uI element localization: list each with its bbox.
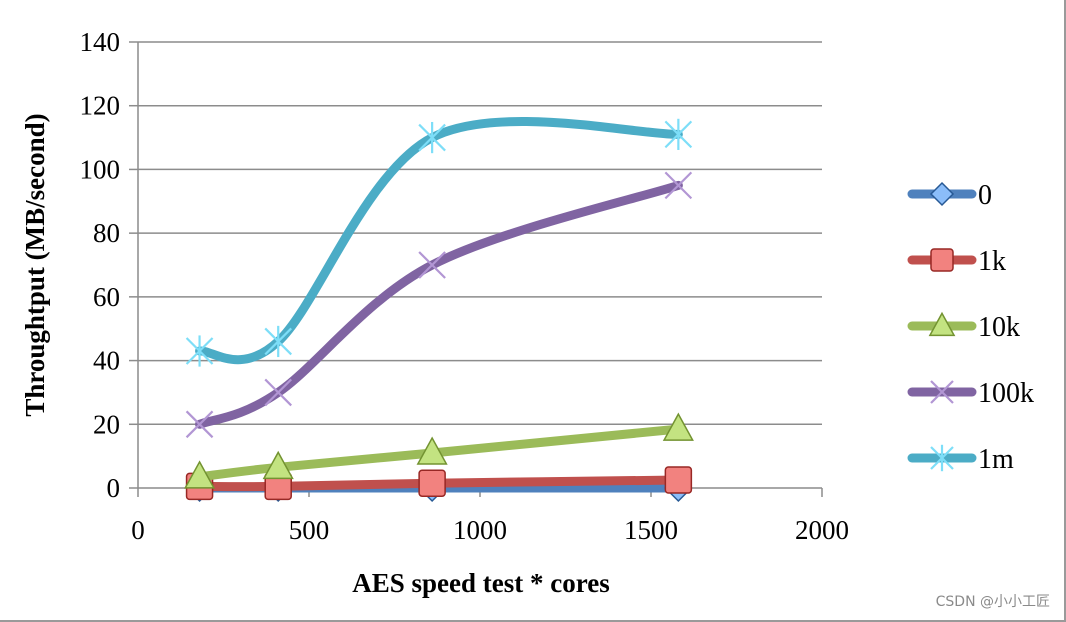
point-marker [185,410,214,439]
axes [129,41,823,497]
y-axis-title: Throughtput (MB/second) [20,113,50,416]
legend-label: 100k [978,378,1034,409]
marker-stroke [418,251,446,279]
series-line [195,424,683,482]
series-100k [185,171,693,439]
y-tick-label: 80 [93,218,120,248]
point-marker [930,380,954,404]
watermark: CSDN @小小工匠 [935,594,1050,610]
point-marker [418,469,446,497]
series-1m [185,116,693,367]
x-tick-labels: 0 500 1000 1500 2000 [131,515,849,545]
legend-item: 100k [907,378,1034,409]
point-marker [930,444,954,472]
legend-item: 1m [907,444,1014,475]
marker-stroke [664,171,693,200]
point-marker [418,121,446,154]
point-marker [664,466,693,494]
x-tick-label: 500 [289,515,330,545]
legend-label: 10k [978,312,1020,343]
marker-stroke [264,378,292,407]
legend: 0 1k 10k 100k 1m [907,180,1034,475]
series-10k [183,412,694,489]
series-lines [183,116,694,503]
y-tick-label: 20 [93,409,120,439]
point-marker [264,378,292,407]
series-line [195,475,683,492]
series-1k [185,466,693,501]
legend-item: 0 [907,180,992,211]
point-marker [664,171,693,200]
legend-label: 1k [978,246,1006,277]
series-line [195,180,683,429]
point-marker [264,325,292,358]
point-marker [418,251,446,279]
y-tick-label: 120 [80,91,121,121]
y-tick-label: 140 [80,27,121,57]
legend-item: 1k [907,246,1006,277]
point-marker [183,460,216,489]
x-tick-label: 2000 [795,515,849,545]
point-marker [262,450,294,480]
marker-stroke [185,410,214,439]
x-tick-label: 1500 [624,515,678,545]
x-axis-title: AES speed test * cores [352,568,609,598]
y-tick-label: 60 [93,282,120,312]
x-tick-label: 1000 [453,515,507,545]
series-line [195,116,683,365]
y-tick-labels: 0 20 40 60 80 100 120 140 [80,27,121,503]
legend-label: 0 [978,180,992,211]
x-tick-label: 0 [131,515,145,545]
point-marker [185,335,214,367]
point-marker [664,118,693,150]
y-tick-label: 40 [93,346,120,376]
point-marker [416,436,448,465]
y-tick-label: 0 [107,473,121,503]
point-marker [930,248,954,272]
gridlines [138,41,822,426]
legend-item: 10k [907,311,1020,343]
point-marker [928,311,956,337]
marker-stroke [930,380,954,404]
point-marker [929,181,955,207]
y-tick-label: 100 [80,154,121,184]
point-marker [662,412,694,441]
legend-label: 1m [978,444,1014,475]
